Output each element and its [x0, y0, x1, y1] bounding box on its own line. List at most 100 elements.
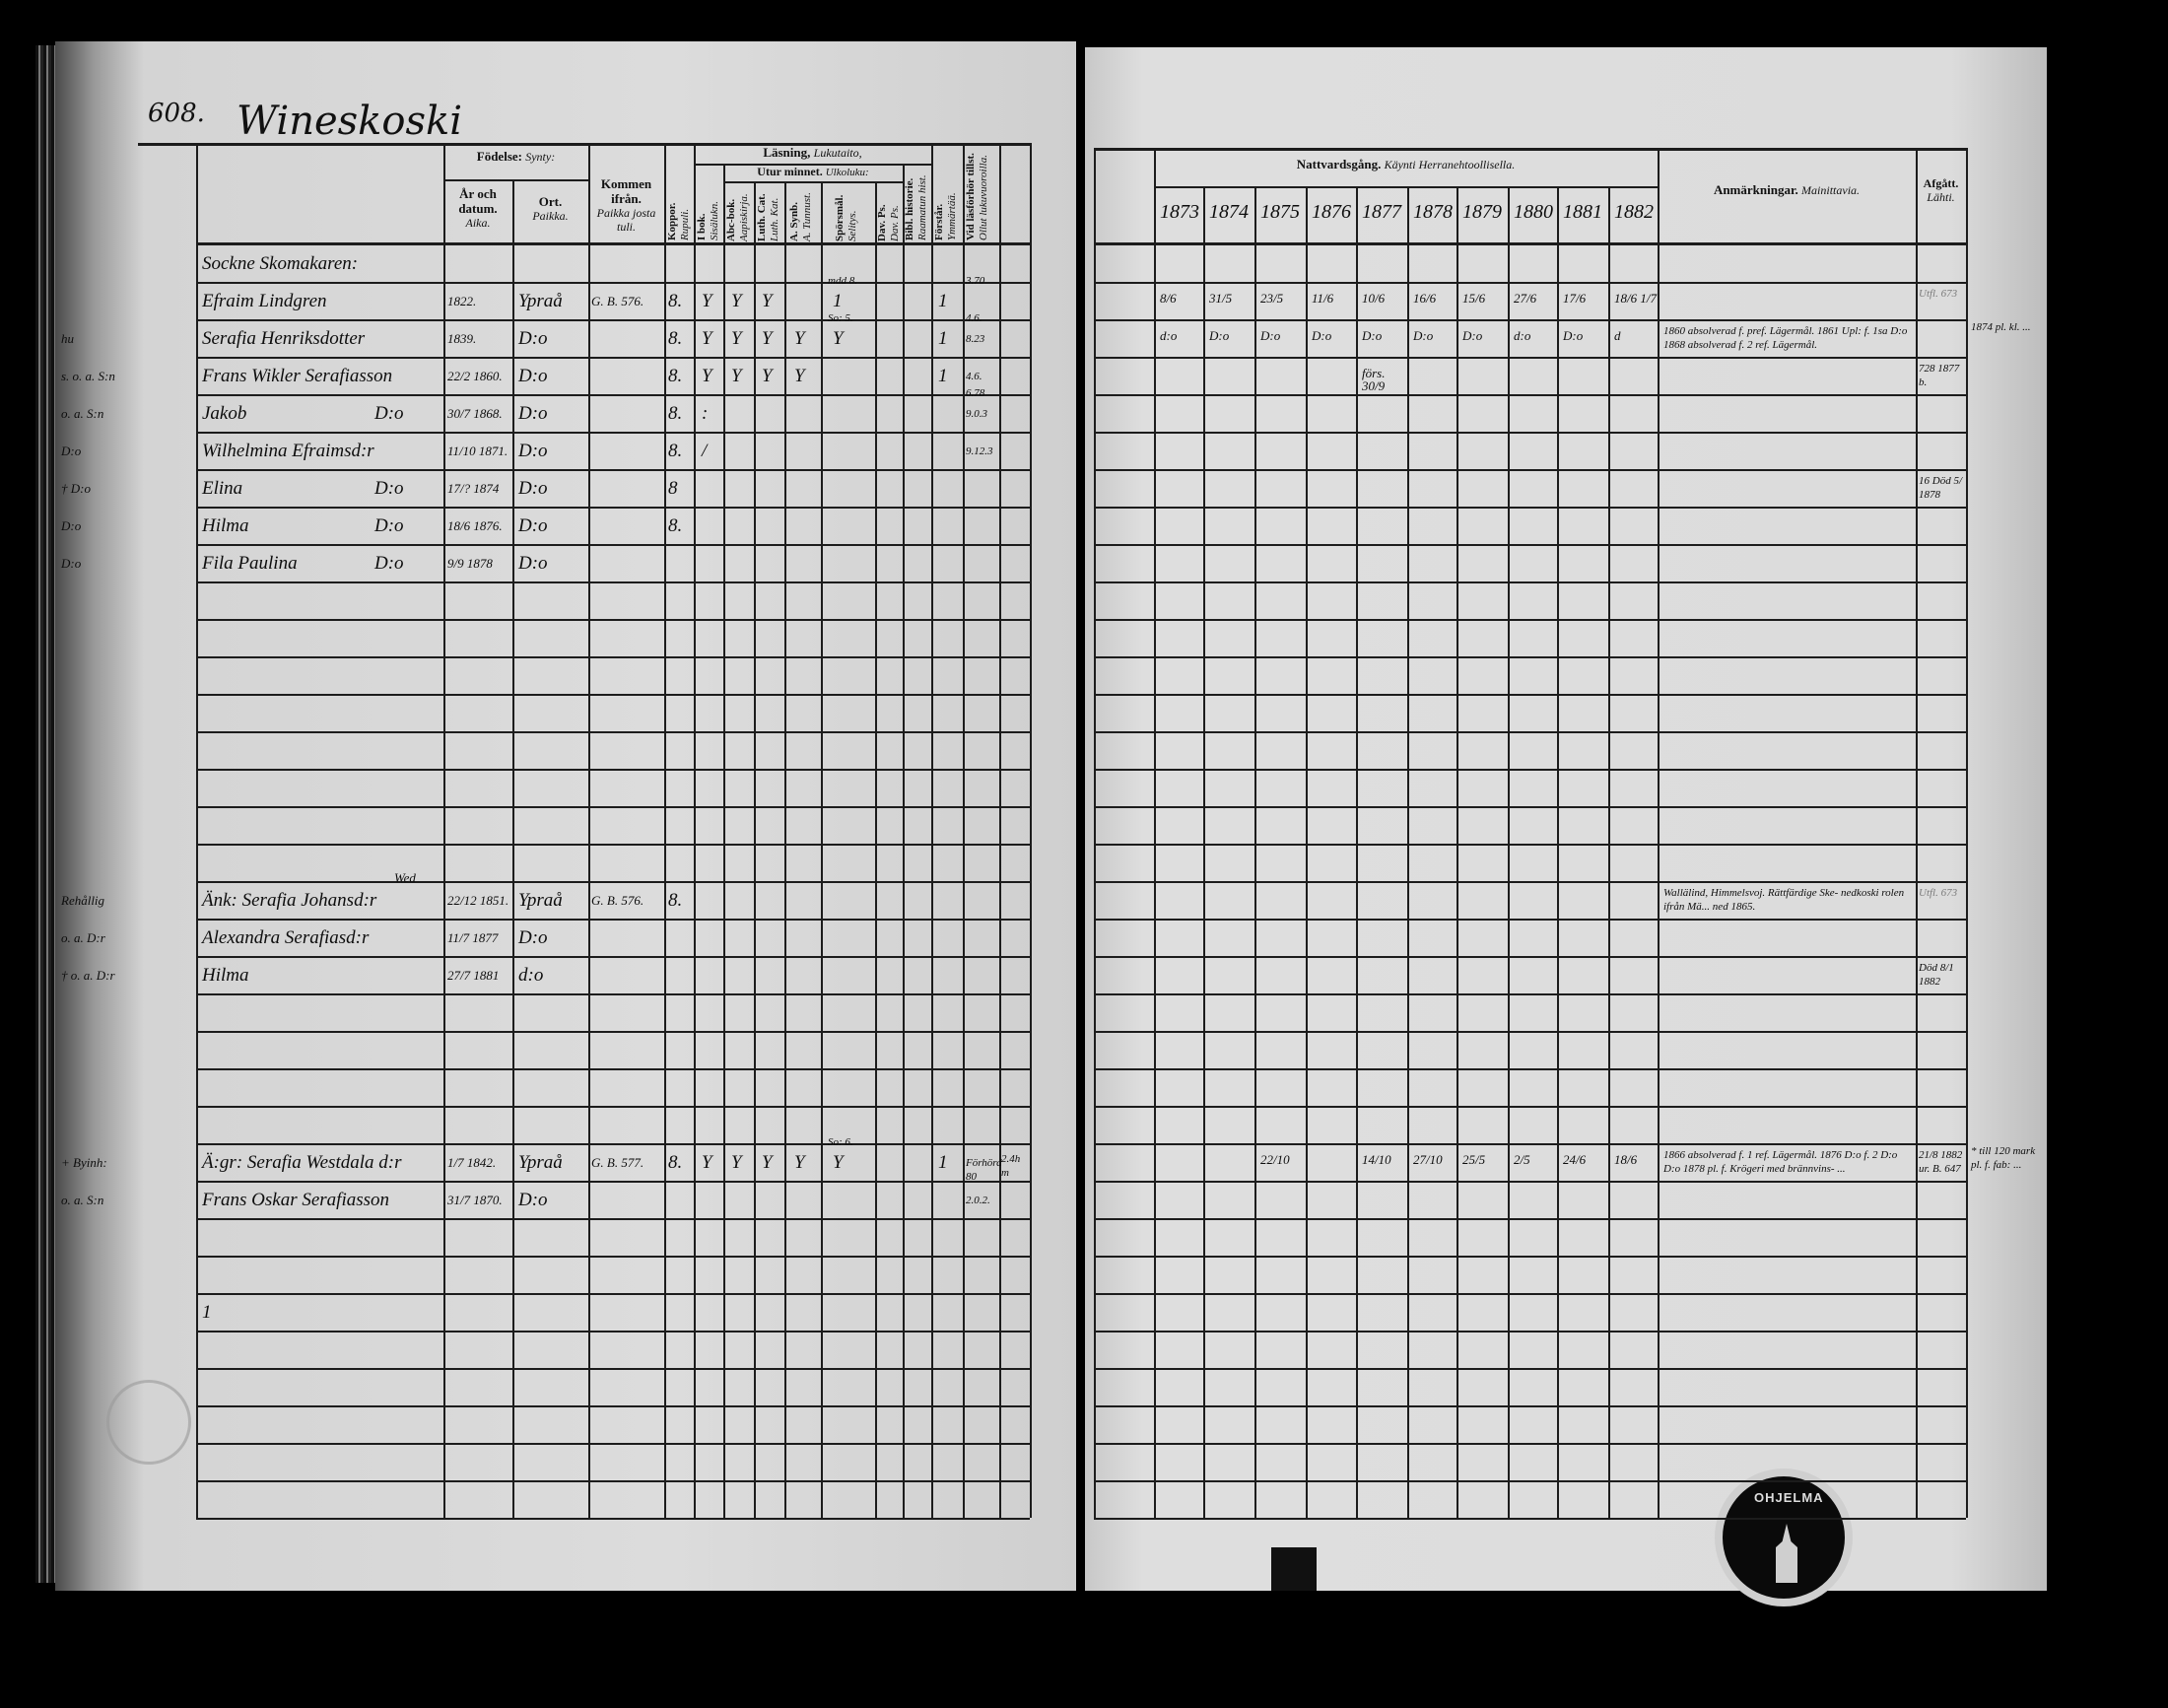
header-anmarkningar: Anmärkningar. Mainittavia. — [1713, 182, 1861, 197]
left-place-cell: D:o — [518, 927, 548, 948]
left-column-rule — [1030, 143, 1032, 1518]
left-column-rule — [963, 143, 965, 1518]
left-name-cell: Fila Paulina — [202, 553, 298, 574]
left-prefix-cell: hu — [61, 331, 74, 346]
right-row-rule — [1094, 1405, 1966, 1407]
right-column-rule — [1154, 148, 1156, 1518]
left-column-rule — [903, 164, 905, 1518]
right-column-rule — [1608, 186, 1610, 1518]
left-row-rule — [196, 319, 1030, 321]
left-row-rule — [196, 881, 1030, 883]
left-luth-cell: Y — [762, 1152, 773, 1173]
left-ibok-cell: Y — [702, 366, 712, 386]
left-column-rule — [999, 143, 1001, 1518]
left-row-rule — [196, 1405, 1030, 1407]
left-column-rule — [664, 143, 666, 1518]
header-utur-minnet: Utur minnet. Ulkoluku: — [757, 165, 869, 178]
left-place-cell: d:o — [518, 965, 544, 986]
left-row-rule — [196, 1368, 1030, 1370]
right-header-bottom-rule — [1094, 242, 1966, 245]
afgatt-cell: Död 8/1 1882 — [1919, 962, 1954, 988]
left-row-rule — [196, 1031, 1030, 1033]
left-name-cell: Frans Wikler Serafiasson — [202, 366, 393, 386]
right-column-rule — [1557, 186, 1559, 1518]
left-luth-cell: Y — [762, 291, 773, 311]
left-forhor-cell: 2.0.2. — [966, 1195, 990, 1206]
right-column-rule — [1356, 186, 1358, 1518]
right-row-rule — [1094, 1368, 1966, 1370]
left-abc-cell: Y — [731, 366, 742, 386]
left-prefix-cell: † o. a. D:r — [61, 968, 115, 983]
left-forhor-cell: 8.23 — [966, 333, 985, 345]
page-number: 608. — [148, 99, 205, 128]
communion-date-1880: d:o — [1514, 328, 1531, 343]
left-date-cell: 31/7 1870. — [447, 1193, 503, 1207]
afgatt-cell: 728 1877 b. — [1919, 363, 1960, 388]
right-row-rule — [1094, 581, 1966, 583]
left-column-rule — [588, 143, 590, 1518]
right-header-top-rule — [1094, 148, 1966, 151]
left-name-ditto: D:o — [374, 478, 404, 499]
left-kopp-cell: 8. — [668, 328, 683, 349]
year-column-1873: 1873 — [1160, 201, 1199, 223]
right-row-rule — [1094, 1443, 1966, 1445]
header-sporsmal: Spörsmål. Selitys. — [834, 194, 858, 241]
right-row-rule — [1094, 1143, 1966, 1145]
left-row-rule — [196, 544, 1030, 546]
margin-note: * till 120 mark pl. f. fab: ... — [1971, 1145, 2036, 1171]
left-place-cell: D:o — [518, 1190, 548, 1210]
right-column-rule — [1508, 186, 1510, 1518]
left-forhor-note: 3.70 — [966, 275, 985, 287]
right-row-rule — [1094, 956, 1966, 958]
year-column-1881: 1881 — [1563, 201, 1602, 223]
right-column-rule — [1203, 186, 1205, 1518]
left-date-cell: 18/6 1876. — [447, 518, 503, 533]
header-bottom-rule — [196, 242, 1030, 245]
communion-date-1874: D:o — [1209, 328, 1230, 343]
left-name-ditto: D:o — [374, 553, 404, 574]
right-column-rule — [1457, 186, 1458, 1518]
left-row-rule — [196, 919, 1030, 921]
left-column-rule — [875, 181, 877, 1518]
header-ort: Ort. Paikka. — [532, 194, 569, 223]
left-date-cell: 22/2 1860. — [447, 369, 503, 383]
communion-date-1877: 14/10 — [1362, 1152, 1391, 1167]
left-name-cell: Ä:gr: Serafia Westdala d:r — [202, 1152, 402, 1173]
left-from-cell: G. B. 576. — [591, 294, 644, 308]
church-emblem — [1776, 1524, 1797, 1583]
year-column-1876: 1876 — [1312, 201, 1351, 223]
communion-date-1875: D:o — [1260, 328, 1281, 343]
left-luth-cell: Y — [762, 328, 773, 349]
communion-date-1876: D:o — [1312, 328, 1332, 343]
left-sporsmal-note: mdd 8. — [828, 275, 857, 287]
left-kopp-cell: 8. — [668, 515, 683, 536]
communion-date-1877: D:o — [1362, 328, 1383, 343]
communion-date-1876: 11/6 — [1312, 291, 1334, 306]
right-row-rule — [1094, 1331, 1966, 1332]
right-row-rule — [1094, 432, 1966, 434]
left-row-rule — [196, 1480, 1030, 1482]
right-row-rule — [1094, 619, 1966, 621]
right-row-rule — [1094, 394, 1966, 396]
communion-date-1878: 27/10 — [1413, 1152, 1443, 1167]
years-rule — [1154, 186, 1658, 188]
left-sporsmal-note: So: 5. — [828, 312, 853, 324]
right-row-rule — [1094, 656, 1966, 658]
communion-date-1873: d:o — [1160, 328, 1178, 343]
left-synb-cell: Y — [794, 1152, 805, 1173]
communion-date-1875: 23/5 — [1260, 291, 1284, 306]
left-prefix-cell: D:o — [61, 518, 82, 533]
margin-note: 1874 pl. kl. ... — [1971, 321, 2031, 333]
left-place-cell: Ypraå — [518, 1152, 563, 1173]
right-row-rule — [1094, 993, 1966, 995]
left-kopp-cell: 8. — [668, 403, 683, 424]
right-column-rule — [1407, 186, 1409, 1518]
year-column-1882: 1882 — [1614, 201, 1654, 223]
header-ar: År och datum. Aika. — [458, 186, 498, 230]
header-nattvardsgang: Nattvardsgång. Käynti Herranehtoollisell… — [1296, 157, 1516, 171]
afgatt-cell: 21/8 1882 ur. B. 647 — [1919, 1149, 1963, 1175]
left-name-cell: 1 — [202, 1302, 212, 1323]
left-column-rule — [443, 143, 445, 1518]
left-row-rule — [196, 731, 1030, 733]
right-row-rule — [1094, 1256, 1966, 1258]
